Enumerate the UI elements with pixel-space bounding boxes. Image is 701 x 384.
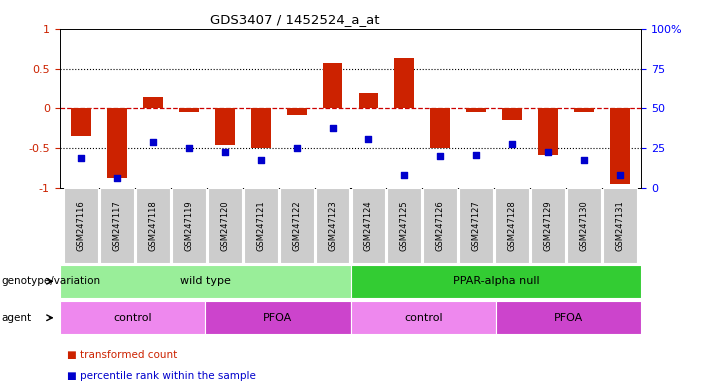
Bar [315, 188, 349, 263]
Bar [359, 93, 379, 108]
Text: GSM247128: GSM247128 [508, 200, 517, 251]
Text: PFOA: PFOA [554, 313, 583, 323]
Bar [136, 188, 170, 263]
Text: GSM247120: GSM247120 [220, 200, 229, 251]
Text: GDS3407 / 1452524_a_at: GDS3407 / 1452524_a_at [210, 13, 379, 26]
Text: ■ transformed count: ■ transformed count [67, 350, 177, 360]
Bar [100, 188, 134, 263]
Text: GSM247131: GSM247131 [615, 200, 625, 251]
Text: GSM247121: GSM247121 [256, 200, 265, 251]
Bar [215, 108, 235, 145]
Point [183, 145, 194, 151]
Bar [538, 108, 558, 155]
Bar [574, 108, 594, 113]
Bar [567, 188, 601, 263]
Bar [352, 188, 386, 263]
Bar [60, 301, 205, 334]
Bar [388, 188, 421, 263]
Bar [179, 108, 199, 113]
Bar [395, 58, 414, 108]
Text: GSM247130: GSM247130 [580, 200, 588, 251]
Bar [531, 188, 565, 263]
Point [147, 139, 158, 145]
Point [111, 175, 123, 181]
Text: GSM247123: GSM247123 [328, 200, 337, 251]
Bar [208, 188, 242, 263]
Bar [495, 188, 529, 263]
Text: GSM247124: GSM247124 [364, 200, 373, 251]
Text: GSM247117: GSM247117 [113, 200, 121, 251]
Text: GSM247116: GSM247116 [76, 200, 86, 251]
Point [76, 155, 87, 161]
Text: GSM247125: GSM247125 [400, 200, 409, 251]
Bar [244, 188, 278, 263]
Bar [350, 265, 641, 298]
Point [219, 149, 231, 156]
Bar [610, 108, 629, 184]
Point [399, 172, 410, 178]
Text: genotype/variation: genotype/variation [1, 276, 100, 286]
Text: GSM247119: GSM247119 [184, 200, 193, 251]
Bar [350, 301, 496, 334]
Bar [496, 301, 641, 334]
Text: control: control [113, 313, 151, 323]
Bar [423, 188, 457, 263]
Bar [60, 265, 350, 298]
Bar [322, 63, 342, 108]
Point [291, 145, 302, 151]
Point [614, 172, 625, 178]
Bar [143, 97, 163, 108]
Text: control: control [404, 313, 442, 323]
Text: PFOA: PFOA [263, 313, 292, 323]
Bar [502, 108, 522, 121]
Text: ■ percentile rank within the sample: ■ percentile rank within the sample [67, 371, 255, 381]
Bar [64, 188, 98, 263]
Text: PPAR-alpha null: PPAR-alpha null [453, 276, 539, 286]
Point [578, 157, 590, 163]
Bar [603, 188, 637, 263]
Point [435, 153, 446, 159]
Bar [280, 188, 313, 263]
Bar [466, 108, 486, 113]
Point [543, 149, 554, 156]
Point [507, 141, 518, 147]
Bar [459, 188, 493, 263]
Bar [172, 188, 206, 263]
Point [363, 136, 374, 142]
Text: GSM247129: GSM247129 [543, 200, 552, 251]
Text: GSM247118: GSM247118 [149, 200, 158, 251]
Text: GSM247126: GSM247126 [436, 200, 445, 251]
Bar [107, 108, 127, 178]
Text: GSM247127: GSM247127 [472, 200, 481, 251]
Point [327, 125, 338, 131]
Bar [430, 108, 450, 148]
Point [470, 152, 482, 158]
Bar [287, 108, 306, 115]
Bar [72, 108, 91, 136]
Text: wild type: wild type [179, 276, 231, 286]
Point [255, 157, 266, 163]
Bar [251, 108, 271, 148]
Text: agent: agent [1, 313, 32, 323]
Bar [205, 301, 350, 334]
Text: GSM247122: GSM247122 [292, 200, 301, 251]
